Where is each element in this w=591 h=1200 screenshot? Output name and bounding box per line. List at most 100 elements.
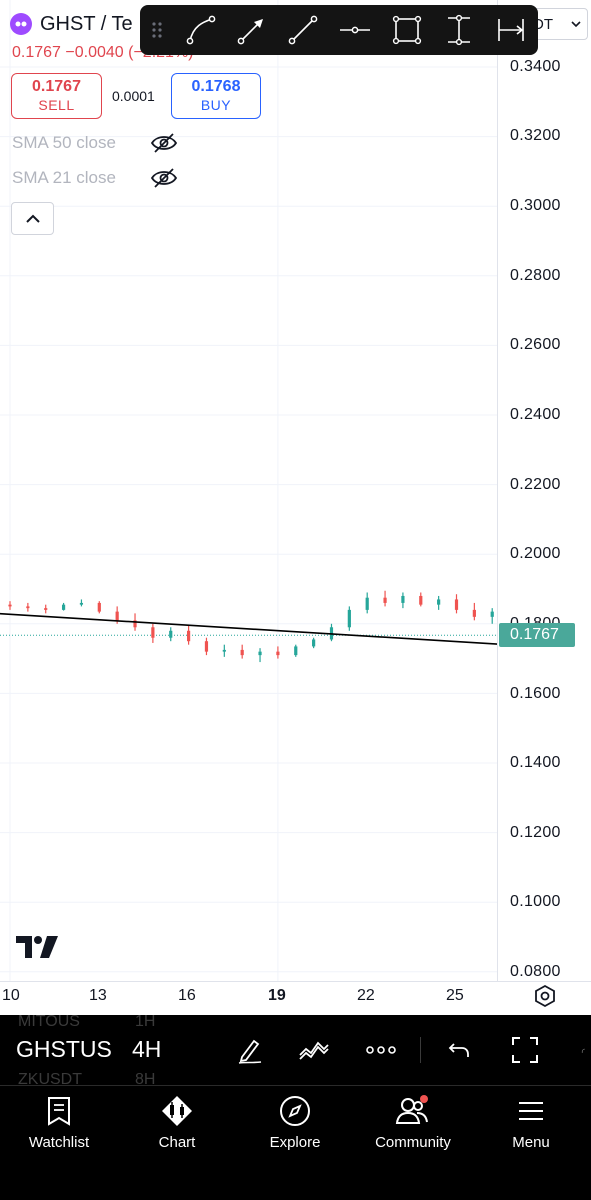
candle-body-up: [258, 651, 262, 656]
trendline-tool-icon[interactable]: [286, 13, 320, 47]
price-label: 0.1200: [510, 824, 561, 841]
nav-label: Explore: [269, 1134, 321, 1151]
eye-crossed-icon[interactable]: [150, 131, 178, 160]
symbol-selector[interactable]: GHSTUS: [16, 1036, 112, 1062]
price-label: 0.3400: [510, 58, 561, 75]
price-range-tool-icon[interactable]: [442, 13, 476, 47]
price-label: 0.1600: [510, 685, 561, 702]
gear-icon[interactable]: [533, 984, 557, 1008]
indicator-sma50[interactable]: SMA 50 close: [12, 133, 116, 153]
eye-crossed-icon[interactable]: [150, 166, 178, 195]
time-label: 10: [2, 987, 20, 1004]
interval-selector[interactable]: 4H: [132, 1036, 162, 1062]
candle-body-up: [222, 649, 226, 652]
redo-icon[interactable]: [573, 1034, 591, 1066]
indicators-icon[interactable]: [298, 1034, 330, 1066]
candle-body-up: [490, 611, 494, 617]
candle-body-up: [294, 646, 298, 656]
ghost-symbol: ZKUSDT: [18, 1071, 82, 1088]
nav-explore[interactable]: Explore: [245, 1092, 345, 1151]
date-range-tool-icon[interactable]: [494, 13, 528, 47]
symbol-logo: [10, 13, 32, 35]
time-label: 25: [446, 987, 464, 1004]
candle-body-down: [151, 627, 155, 638]
buy-button[interactable]: 0.1768 BUY: [171, 73, 261, 119]
drawing-toolbar[interactable]: [140, 5, 538, 55]
price-label: 0.2000: [510, 545, 561, 562]
watchlist-icon: [9, 1092, 109, 1130]
nav-label: Community: [375, 1134, 451, 1151]
sell-label: SELL: [38, 97, 75, 113]
candle-body-up: [312, 639, 316, 647]
price-label: 0.2800: [510, 267, 561, 284]
undo-icon[interactable]: [443, 1034, 475, 1066]
time-label: 22: [357, 987, 375, 1004]
price-label: 0.1000: [510, 893, 561, 910]
price-label: 0.2200: [510, 476, 561, 493]
ghost-interval: 1H: [135, 1013, 156, 1030]
candle-body-down: [454, 599, 459, 610]
candle-body-up: [401, 595, 405, 603]
more-icon[interactable]: [365, 1034, 397, 1066]
price-label: 0.1400: [510, 754, 561, 771]
candle-body-down: [133, 620, 137, 628]
nav-chart[interactable]: Chart: [127, 1092, 227, 1151]
candle-body-down: [26, 606, 30, 609]
indicator-label: SMA 21 close: [12, 168, 116, 187]
draw-pen-icon[interactable]: [234, 1034, 266, 1066]
community-icon: [363, 1092, 463, 1130]
grip-icon[interactable]: [140, 13, 174, 47]
buy-price: 0.1768: [191, 78, 241, 95]
candle-body-down: [187, 630, 191, 642]
symbol-header[interactable]: GHST / Te: [10, 10, 133, 38]
candle-body-up: [61, 604, 66, 610]
nav-label: Menu: [512, 1134, 550, 1151]
tradingview-logo: [16, 936, 58, 963]
currency-selector[interactable]: DT: [528, 8, 588, 40]
currency-label: DT: [533, 16, 553, 33]
time-label-highlighted: 19: [268, 987, 286, 1004]
curve-tool-icon[interactable]: [184, 13, 218, 47]
nav-menu[interactable]: Menu: [481, 1092, 581, 1151]
candle-body-up: [169, 630, 173, 638]
candle-body-down: [472, 609, 476, 617]
chart-canvas[interactable]: [0, 0, 497, 981]
candle-body-down: [97, 602, 101, 612]
price-label: 0.3200: [510, 127, 561, 144]
nav-divider: [0, 1085, 591, 1086]
candle-body-up: [347, 609, 351, 628]
candle-body-down: [240, 649, 244, 656]
ghost-interval: 8H: [135, 1071, 156, 1088]
horizontal-line-tool-icon[interactable]: [338, 13, 372, 47]
nav-watchlist[interactable]: Watchlist: [9, 1092, 109, 1151]
chevron-up-icon: [25, 214, 40, 223]
toolbar-divider: [420, 1037, 421, 1063]
candle-body-down: [419, 595, 423, 605]
nav-label: Watchlist: [28, 1134, 90, 1151]
candle-body-down: [44, 608, 48, 610]
time-label: 13: [89, 987, 107, 1004]
price-label: 0.0800: [510, 963, 561, 980]
candle-body-down: [8, 604, 12, 607]
candle-body-up: [365, 597, 369, 610]
chart-icon: [127, 1092, 227, 1130]
candle-body-down: [276, 651, 280, 656]
current-price-tag: 0.1767: [499, 623, 575, 647]
candle-body-up: [437, 599, 441, 605]
sell-button[interactable]: 0.1767 SELL: [11, 73, 102, 119]
last-price: 0.1767: [12, 44, 61, 61]
chart-pane[interactable]: [0, 0, 497, 981]
nav-label: Chart: [158, 1134, 196, 1151]
rectangle-tool-icon[interactable]: [390, 13, 424, 47]
fullscreen-icon[interactable]: [509, 1034, 541, 1066]
ghost-symbol: MITOUS: [18, 1013, 80, 1030]
nav-community[interactable]: Community: [363, 1092, 463, 1151]
menu-icon: [481, 1092, 581, 1130]
bottom-nav: [0, 1085, 591, 1200]
symbol-title: GHST / Te: [40, 12, 133, 35]
arrow-tool-icon[interactable]: [235, 13, 269, 47]
collapse-legend-button[interactable]: [11, 202, 54, 235]
candle-body-down: [383, 597, 387, 603]
indicator-sma21[interactable]: SMA 21 close: [12, 168, 116, 188]
price-label: 0.2600: [510, 336, 561, 353]
